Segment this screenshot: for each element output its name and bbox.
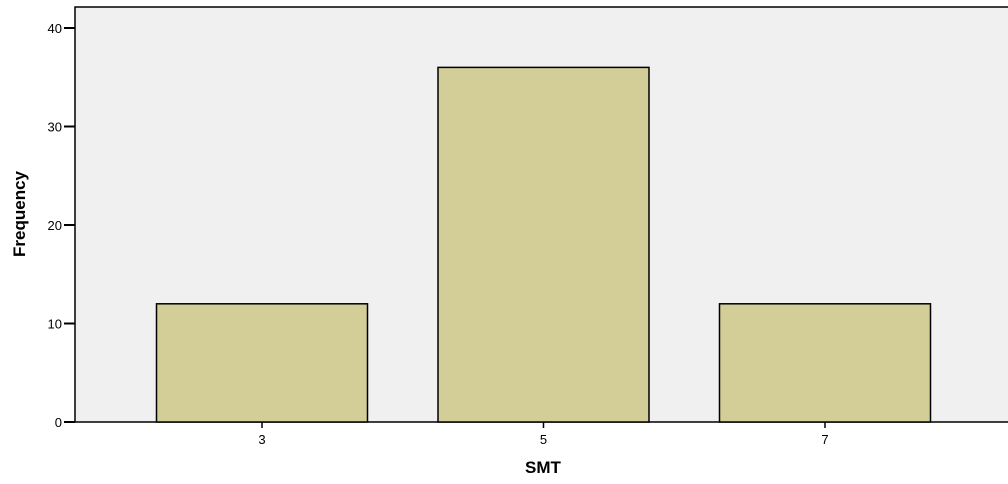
x-tick-label-3: 3 [258,432,265,447]
x-tick-label-5: 5 [540,432,547,447]
y-tick-label-0: 0 [55,415,62,430]
bar-5 [437,66,650,423]
y-tick-label-10: 10 [48,317,62,332]
y-tick-label-30: 30 [48,120,62,135]
y-axis-title: Frequency [10,170,29,257]
x-tick-label-7: 7 [821,432,828,447]
x-axis-ticks: 3 5 7 [258,422,829,447]
x-axis-title: SMT [525,458,562,477]
y-axis-ticks: 0 10 20 30 40 [48,21,75,430]
bar-7 [718,303,932,423]
bar-3 [155,303,369,423]
y-tick-label-40: 40 [48,21,62,36]
y-tick-label-20: 20 [48,218,62,233]
